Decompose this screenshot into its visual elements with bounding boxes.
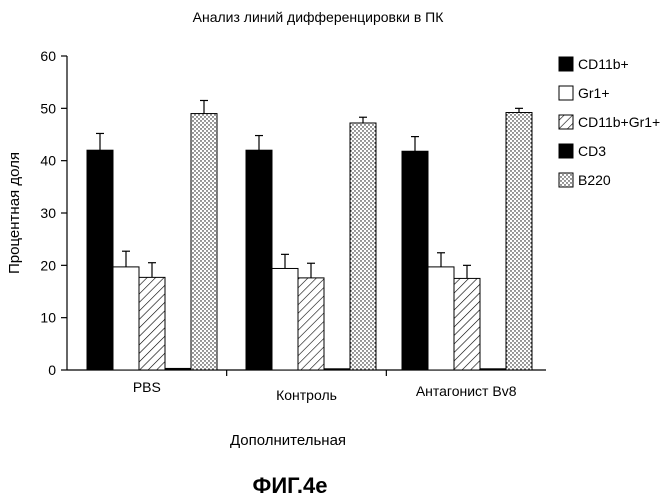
x-axis-label: Дополнительная: [230, 432, 346, 449]
error-bar: [411, 135, 419, 152]
bar: [505, 112, 533, 371]
y-tick-label: 10: [40, 310, 56, 326]
error-bar: [359, 116, 367, 123]
legend-swatch: [558, 114, 574, 130]
bar: [112, 266, 140, 371]
legend-label: Gr1+: [578, 85, 610, 101]
bar: [323, 368, 351, 371]
bar: [479, 368, 507, 371]
error-bar: [307, 262, 315, 278]
error-bar: [437, 252, 445, 267]
legend-item: Gr1+: [558, 85, 610, 101]
bars: [86, 99, 533, 371]
bar: [427, 266, 455, 371]
bar: [245, 149, 273, 371]
y-tick-label: 20: [40, 257, 56, 273]
y-tick-label: 30: [40, 205, 56, 221]
x-tick-label: PBS: [133, 379, 161, 395]
error-bar: [122, 250, 130, 267]
legend-swatch: [558, 143, 574, 159]
bar: [297, 277, 325, 371]
figure-caption: ФИГ.4е: [253, 473, 328, 498]
error-bar: [463, 264, 471, 279]
bar: [86, 149, 114, 371]
legend-swatch: [558, 85, 574, 101]
x-tick-label: Антагонист Bv8: [416, 383, 517, 399]
chart-title: Анализ линий дифференцировки в ПК: [193, 9, 445, 25]
bar: [138, 276, 166, 371]
bar: [190, 113, 218, 371]
y-tick-label: 50: [40, 100, 56, 116]
legend-label: CD11b+Gr1+: [578, 114, 660, 130]
error-bar: [148, 262, 156, 278]
error-bar: [281, 253, 289, 269]
bar: [164, 367, 192, 371]
y-tick-label: 40: [40, 153, 56, 169]
y-axis-label: Процентная доля: [6, 152, 23, 274]
legend-item: CD3: [558, 143, 606, 159]
legend-label: B220: [578, 172, 611, 188]
error-bar: [255, 134, 263, 151]
legend-label: CD3: [578, 143, 606, 159]
legend-item: CD11b+Gr1+: [558, 114, 660, 130]
bar: [401, 150, 429, 371]
bar: [453, 277, 481, 371]
y-tick-label: 0: [48, 362, 56, 378]
x-axis: PBS Контроль Антагонист Bv8: [67, 369, 546, 403]
error-bar: [515, 107, 523, 113]
bar: [349, 122, 377, 371]
bar: [271, 267, 299, 371]
legend-label: CD11b+: [578, 56, 629, 72]
y-tick-label: 60: [40, 48, 56, 64]
y-axis: 0 10 20 30 40 50 60: [40, 48, 68, 378]
error-bar: [200, 99, 208, 114]
legend-swatch: [558, 56, 574, 72]
error-bar: [96, 132, 104, 151]
legend-swatch: [558, 172, 574, 188]
legend-item: B220: [558, 172, 611, 188]
x-tick-label: Контроль: [276, 387, 337, 403]
legend-item: CD11b+: [558, 56, 629, 72]
